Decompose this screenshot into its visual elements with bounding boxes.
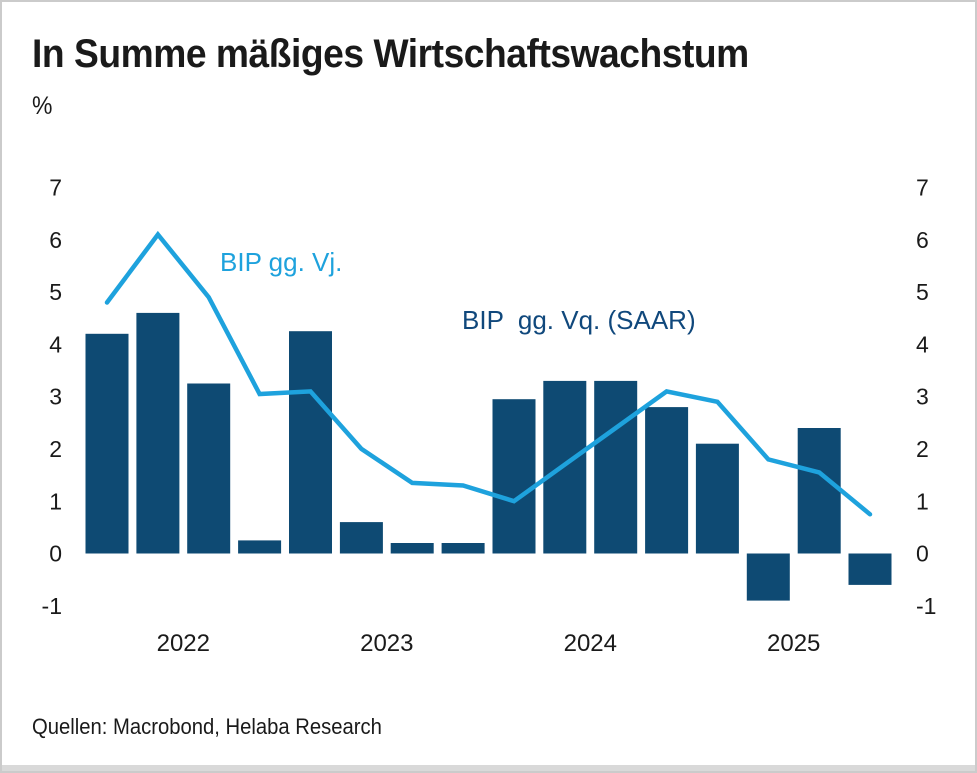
bar-q3-2024: [594, 380, 638, 554]
x-axis-year-2024: 2024: [564, 630, 617, 657]
source-note: Quellen: Macrobond, Helaba Research: [32, 714, 382, 739]
bar-q2-2022: [136, 312, 180, 554]
y-axis-tick-right-2: 2: [916, 436, 929, 462]
y-axis-tick-left-1: 1: [49, 488, 62, 514]
x-axis-year-2022: 2022: [157, 630, 210, 657]
bar-q3-2025: [797, 428, 841, 554]
y-axis-tick-left-7: 7: [49, 174, 62, 200]
y-axis-tick-left-4: 4: [49, 331, 62, 357]
bar-q3-2022: [187, 383, 231, 554]
x-axis-year-2023: 2023: [360, 630, 413, 657]
bottom-strip: [2, 765, 975, 771]
y-axis-tick-left-6: 6: [49, 227, 62, 253]
y-axis-tick-right-7: 7: [916, 174, 929, 200]
y-axis-tick-right-0: 0: [916, 541, 929, 567]
bar-q1-2023: [289, 331, 332, 554]
y-axis-unit-label: %: [32, 92, 53, 120]
chart-title: In Summe mäßiges Wirtschaftswachstum: [32, 32, 749, 76]
y-axis-tick-left-5: 5: [49, 279, 62, 305]
bar-q2-2025: [746, 553, 790, 601]
bar-q1-2025: [695, 443, 739, 554]
bar-q4-2024: [645, 407, 689, 554]
y-axis-tick-left-3: 3: [49, 384, 62, 410]
y-axis-tick-left-0: 0: [49, 541, 62, 567]
line-series-label: BIP gg. Vj.: [220, 247, 343, 277]
y-axis-tick-right-4: 4: [916, 331, 929, 357]
y-axis-tick-right--1: -1: [916, 593, 936, 619]
line-series: [104, 230, 873, 517]
bar-q1-2024: [492, 399, 536, 554]
y-axis-tick-left--1: -1: [42, 593, 62, 619]
y-axis-tick-right-3: 3: [916, 384, 929, 410]
y-axis-tick-left-2: 2: [49, 436, 62, 462]
y-axis-tick-right-6: 6: [916, 227, 929, 253]
x-axis-year-2025: 2025: [767, 630, 820, 657]
bar-q2-2023: [339, 522, 383, 554]
y-axis-tick-right-1: 1: [916, 488, 929, 514]
bar-q4-2025: [848, 553, 892, 585]
bar-series-label: BIP gg. Vq. (SAAR): [462, 305, 696, 335]
bar-q3-2023: [390, 543, 434, 554]
bar-q4-2022: [238, 540, 282, 554]
y-axis-tick-right-5: 5: [916, 279, 929, 305]
bar-q1-2022: [85, 333, 129, 554]
bar-q4-2023: [441, 543, 485, 554]
